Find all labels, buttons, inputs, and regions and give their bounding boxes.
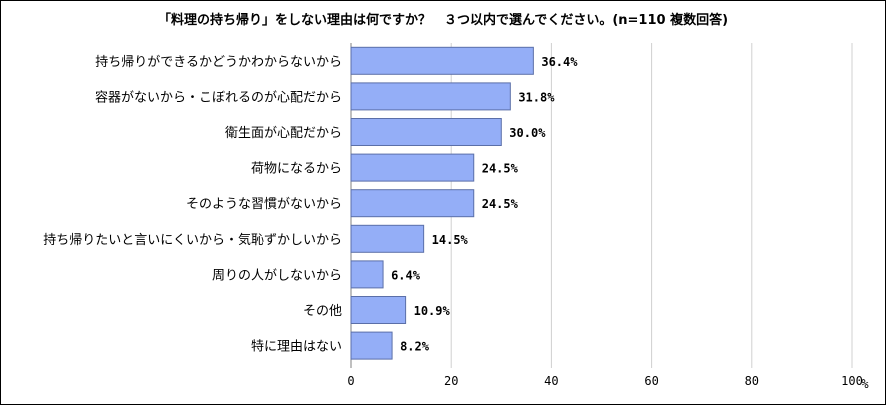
category-label: 持ち帰りができるかどうかわからないから xyxy=(95,54,342,70)
bar xyxy=(350,153,475,182)
category-label: 特に理由はない xyxy=(251,340,342,355)
data-label: 6.4% xyxy=(391,268,421,282)
data-label: 14.5% xyxy=(432,233,469,247)
x-tick-label: 100 xyxy=(841,374,863,388)
category-label: 衛生面が心配だから xyxy=(225,126,342,141)
bar xyxy=(350,224,425,253)
data-label: 10.9% xyxy=(414,304,451,318)
category-label: その他 xyxy=(303,304,342,319)
bar xyxy=(350,331,393,360)
data-label: 8.2% xyxy=(400,340,430,354)
data-label: 36.4% xyxy=(541,55,578,69)
x-unit-label: % xyxy=(861,377,869,391)
data-label: 24.5% xyxy=(482,197,519,211)
bar xyxy=(350,82,511,111)
bar xyxy=(350,260,384,289)
x-tick-label: 20 xyxy=(444,374,458,388)
category-label: 荷物になるから xyxy=(251,162,342,177)
category-label: そのような習慣がないから xyxy=(186,196,342,212)
category-label: 容器がないから・こぼれるのが心配だから xyxy=(95,89,342,105)
bar xyxy=(350,118,502,146)
x-tick-label: 80 xyxy=(745,374,759,388)
x-tick-label: 40 xyxy=(544,374,558,388)
bar xyxy=(350,46,534,75)
data-label: 30.0% xyxy=(509,126,546,140)
bar xyxy=(350,189,475,218)
data-label: 24.5% xyxy=(482,162,519,176)
chart-title: 「料理の持ち帰り」をしない理由は何ですか？ ３つ以内で選んでください。(n=11… xyxy=(157,13,729,28)
data-label: 31.8% xyxy=(518,90,555,104)
x-tick-label: 60 xyxy=(644,374,658,388)
bar xyxy=(350,296,407,324)
x-tick-label: 0 xyxy=(347,374,354,388)
category-label: 周りの人がしないから xyxy=(212,268,342,283)
category-label: 持ち帰りたいと言いにくいから・気恥ずかしいから xyxy=(43,232,342,248)
